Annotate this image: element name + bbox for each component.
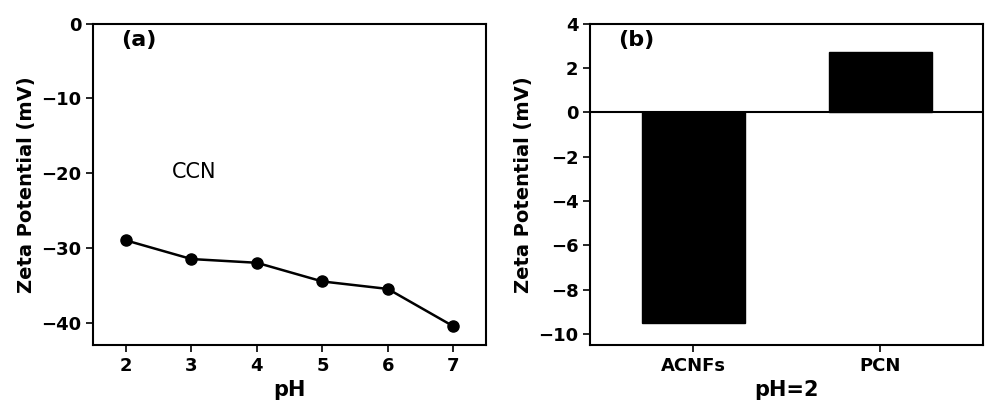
- Text: (a): (a): [121, 30, 156, 50]
- Text: (b): (b): [618, 30, 654, 50]
- Bar: [642, 112, 745, 323]
- Y-axis label: Zeta Potential (mV): Zeta Potential (mV): [514, 76, 533, 293]
- X-axis label: pH=2: pH=2: [755, 380, 819, 400]
- Text: CCN: CCN: [172, 162, 216, 182]
- Y-axis label: Zeta Potential (mV): Zeta Potential (mV): [17, 76, 36, 293]
- Bar: [829, 53, 932, 112]
- X-axis label: pH: pH: [273, 380, 306, 400]
